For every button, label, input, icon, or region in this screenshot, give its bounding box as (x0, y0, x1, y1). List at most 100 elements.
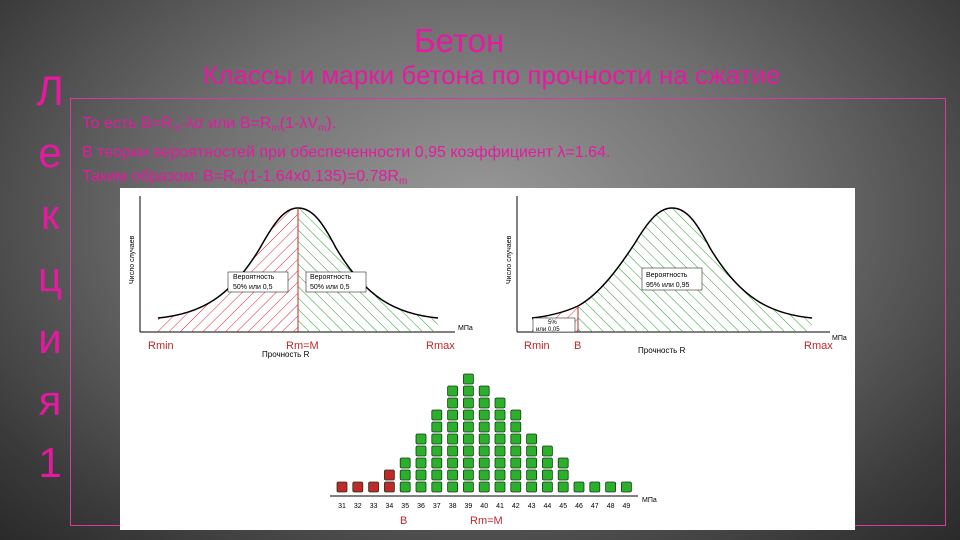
histogram-tick-label: 48 (607, 503, 615, 510)
strength-histogram: МПа B Rm=M 31 32 33 34 35 36 37 38 39 40 41 42 43 44 4… (330, 373, 657, 527)
histogram-square-green (462, 397, 474, 409)
histogram-square-green (494, 421, 506, 433)
left-half-area (158, 208, 298, 332)
histogram-square-green (462, 409, 474, 421)
histogram-square-green (462, 373, 474, 385)
histogram-square-green (431, 481, 443, 493)
histogram-square-green (447, 397, 459, 409)
histogram-square-green (526, 457, 538, 469)
left-y-label: Число случаев (129, 235, 136, 284)
right-note-line2: 50% или 0,5 (310, 284, 350, 291)
left-mark-rmin: Rmin (148, 340, 174, 352)
formula-text: То есть B=Rm-λσ или B=Rm(1-λVm). В теори… (82, 112, 782, 194)
histogram-tick-label: 37 (433, 503, 441, 510)
right-note-line1: Вероятность (310, 274, 352, 281)
histogram-square-green (462, 433, 474, 445)
histogram-square-green (478, 481, 490, 493)
right-distribution-chart: Число случаев МПа 5% или 0,05 Вероятност… (506, 196, 847, 355)
right-y-label: Число случаев (506, 235, 513, 284)
histogram-square-green (478, 385, 490, 397)
histogram-square-green (494, 397, 506, 409)
histogram-square-green (510, 445, 522, 457)
histogram-square-green (415, 481, 427, 493)
histogram-square-green (510, 481, 522, 493)
formula-line-3: Таким образом: B=Rm(1-1.64x0.135)=0.78Rm (82, 168, 408, 187)
histogram-square-green (478, 445, 490, 457)
histogram-square-green (541, 469, 553, 481)
vertical-letter: Л (36, 67, 64, 114)
histogram-square-green (447, 385, 459, 397)
left-note-line1: Вероятность (233, 274, 275, 281)
histogram-tick-label: 41 (496, 503, 504, 510)
histogram-tick-label: 42 (512, 503, 520, 510)
distribution-figure: Число случаев МПа Вероятность 50% или 0,… (120, 188, 855, 530)
histogram-square-green (447, 481, 459, 493)
histogram-square-green (478, 409, 490, 421)
vertical-title: Л е к ц и я 1 (28, 60, 72, 494)
slide-subtitle: Классы и марки бетона по прочности на сж… (203, 60, 781, 90)
histogram-square-green (478, 469, 490, 481)
histogram-square-green (620, 481, 632, 493)
histogram-tick-label: 43 (528, 503, 536, 510)
histogram-square-green (462, 457, 474, 469)
histogram-square-green (399, 469, 411, 481)
histogram-square-green (494, 457, 506, 469)
left-note-line2: 50% или 0,5 (233, 284, 273, 291)
formula-line-1: То есть B=Rm-λσ или B=Rm(1-λVm). (82, 115, 337, 134)
histogram-tick-label: 35 (401, 503, 409, 510)
vertical-letter: к (40, 191, 60, 238)
histogram-square-green (399, 457, 411, 469)
histogram-square-green (510, 433, 522, 445)
histogram-square-green (431, 469, 443, 481)
histogram-tick-label: 33 (370, 503, 378, 510)
histogram-tick-label: 46 (575, 503, 583, 510)
big-note-line2: 95% или 0,95 (646, 282, 690, 289)
histogram-tick-label: 45 (559, 503, 567, 510)
histogram-square-green (415, 469, 427, 481)
histogram-square-green (415, 445, 427, 457)
histogram-square-green (541, 457, 553, 469)
histogram-tick-label: 49 (623, 503, 631, 510)
histogram-tick-label: 34 (386, 503, 394, 510)
right-x-unit: МПа (832, 335, 847, 342)
histogram-square-green (557, 481, 569, 493)
histogram-square-green (526, 469, 538, 481)
big-note-line1: Вероятность (646, 272, 688, 279)
histogram-square-green (462, 481, 474, 493)
left-x-label: Прочность R (262, 350, 310, 359)
histogram-square-green (431, 445, 443, 457)
histogram-square-green (494, 481, 506, 493)
left-x-unit: МПа (458, 325, 473, 332)
histogram-x-unit: МПа (642, 497, 657, 504)
histogram-mark-b: B (400, 515, 407, 527)
histogram-square-green (557, 457, 569, 469)
histogram-mark-rm: Rm=M (470, 515, 503, 527)
histogram-tick-label: 40 (480, 503, 488, 510)
histogram-square-green (510, 469, 522, 481)
histogram-square-green (447, 433, 459, 445)
histogram-square-green (415, 457, 427, 469)
histogram-square-green (478, 457, 490, 469)
histogram-square-green (557, 469, 569, 481)
left-mark-rmax: Rmax (426, 340, 455, 352)
histogram-square-green (526, 433, 538, 445)
vertical-letter: ц (37, 253, 63, 300)
histogram-tick-label: 32 (354, 503, 362, 510)
histogram-square-green (526, 445, 538, 457)
right-mark-rmax: Rmax (804, 340, 833, 352)
right-mark-b: B (574, 340, 581, 352)
right-mark-rmin: Rmin (524, 340, 550, 352)
histogram-square-green (447, 469, 459, 481)
slide-title: Бетон (414, 22, 505, 59)
histogram-square-red (383, 481, 395, 493)
right-half-area (298, 208, 438, 332)
histogram-square-green (462, 385, 474, 397)
histogram-square-green (573, 481, 585, 493)
vertical-letter: 1 (38, 439, 62, 486)
vertical-letter: е (38, 129, 62, 176)
histogram-square-green (494, 433, 506, 445)
histogram-square-green (431, 457, 443, 469)
histogram-square-green (447, 421, 459, 433)
vertical-letter: и (38, 315, 62, 362)
histogram-square-green (494, 409, 506, 421)
